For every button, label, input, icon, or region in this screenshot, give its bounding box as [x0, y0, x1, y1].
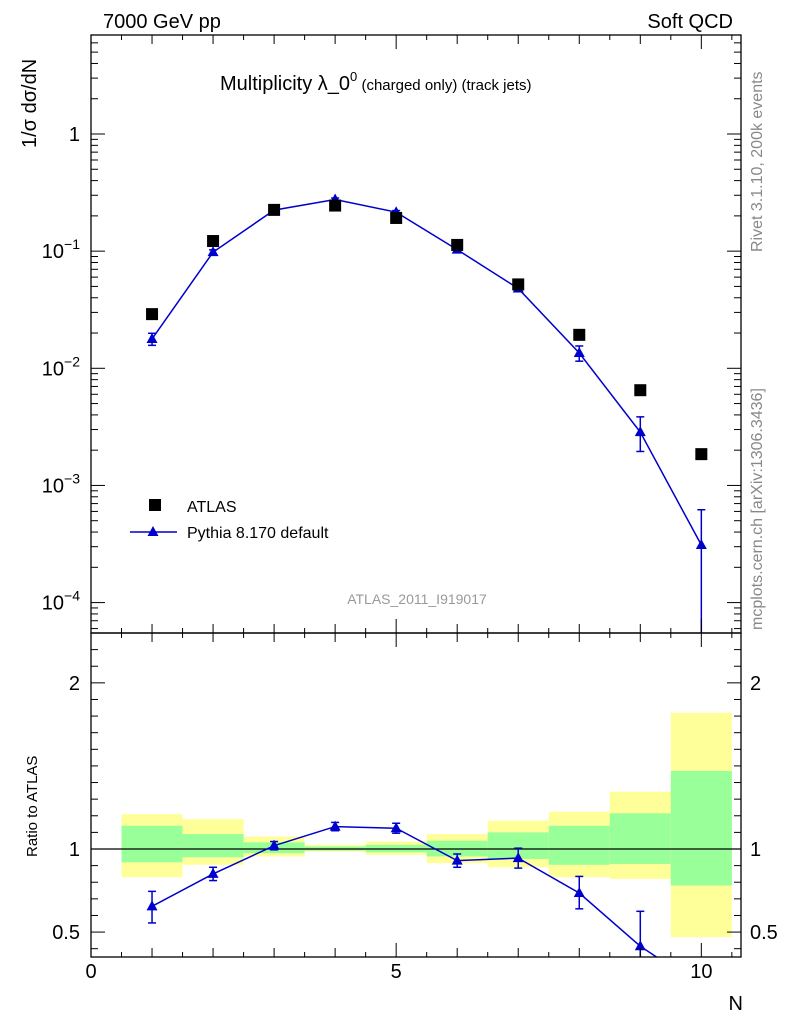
- ratio-band-green-9: [670, 770, 732, 886]
- main-y-tick-label-3: 10−3: [42, 470, 80, 497]
- ratio-point-8: [634, 940, 646, 951]
- main-y-tick-base-4: 10: [42, 593, 64, 615]
- x-axis-label: N: [729, 993, 743, 1015]
- legend-atlas-label: ATLAS: [187, 499, 237, 516]
- main-frame: [90, 34, 742, 634]
- main-y-tick-label-0: 1: [69, 124, 80, 146]
- ratio-point-2: [268, 839, 280, 850]
- x-tick-label-2: 10: [690, 961, 712, 983]
- main-y-tick-base-2: 10: [42, 358, 64, 380]
- ratio-frame: [90, 632, 742, 958]
- process-label: Soft QCD: [647, 11, 733, 33]
- analysis-watermark: ATLAS_2011_I919017: [347, 591, 487, 607]
- plot-title-small: (charged only) (track jets): [357, 77, 531, 94]
- ratio-band-green-8: [609, 813, 671, 864]
- plot-title-main: Multiplicity λ_0: [220, 73, 350, 95]
- main-ylabel: 1/σ dσ/dN: [19, 59, 41, 148]
- main-y-tick-label-4: 10−4: [42, 588, 80, 615]
- data-point-7: [573, 328, 586, 341]
- rivet-label: Rivet 3.1.10, 200k events: [749, 71, 766, 252]
- x-tick-label-0: 0: [85, 961, 96, 983]
- main-y-tick-exp-1: −1: [64, 236, 80, 252]
- main-y-tick-base-3: 10: [42, 475, 64, 497]
- data-point-8: [634, 384, 647, 397]
- ratio-y-tick-label-left-2: 2: [69, 673, 80, 695]
- legend-atlas-marker: [149, 499, 161, 511]
- data-point-0: [146, 308, 159, 321]
- data-point-2: [268, 203, 281, 216]
- ratio-point-6: [512, 852, 524, 863]
- main-y-tick-exp-3: −3: [64, 470, 80, 486]
- ratio-y-tick-label-right-0: 0.5: [750, 922, 778, 944]
- ratio-y-tick-label-left-0: 0.5: [52, 922, 80, 944]
- data-point-6: [512, 278, 525, 291]
- energy-label: 7000 GeV pp: [103, 11, 221, 33]
- plot-title-sup: 0: [350, 69, 357, 84]
- main-y-tick-exp-2: −2: [64, 353, 80, 369]
- mc-point-7: [573, 347, 585, 358]
- legend: ATLAS Pythia 8.170 default: [130, 499, 329, 542]
- ratio-point-0: [146, 900, 158, 911]
- data-point-3: [329, 199, 342, 212]
- data-point-4: [390, 211, 403, 224]
- ratio-point-4: [390, 822, 402, 833]
- legend-pythia-marker: [147, 526, 159, 536]
- ratio-point-3: [329, 820, 341, 831]
- ratio-y-tick-label-right-1: 1: [750, 839, 761, 861]
- ratio-point-1: [207, 867, 219, 878]
- ratio-band-green-7: [548, 825, 610, 865]
- ratio-series-group: [146, 820, 658, 957]
- ratio-series-line: [151, 825, 658, 957]
- mc-point-1: [207, 246, 219, 257]
- main-y-tick-exp-4: −4: [64, 588, 80, 604]
- mc-point-9: [695, 539, 707, 550]
- ratio-panel: [91, 712, 741, 957]
- mcplots-label: mcplots.cern.ch [arXiv:1306.3436]: [749, 388, 766, 630]
- main-panel: [146, 193, 708, 633]
- main-y-tick-base-0: 1: [69, 124, 80, 146]
- ratio-band-green-1: [182, 834, 244, 858]
- main-series-group: [146, 193, 708, 633]
- plot-title: Multiplicity λ_00 (charged only) (track …: [220, 69, 532, 95]
- data-point-1: [207, 235, 220, 248]
- main-y-tick-base-1: 10: [42, 241, 64, 263]
- data-point-5: [451, 238, 464, 251]
- ratio-band-green-0: [121, 825, 183, 863]
- ratio-point-5: [451, 854, 463, 865]
- ratio-point-7: [573, 887, 585, 898]
- ratio-y-tick-label-left-1: 1: [69, 839, 80, 861]
- ratio-y-tick-label-right-2: 2: [750, 673, 761, 695]
- ratio-ylabel: Ratio to ATLAS: [24, 756, 41, 857]
- legend-pythia-label: Pythia 8.170 default: [187, 525, 329, 542]
- x-tick-label-1: 5: [391, 961, 402, 983]
- mc-point-8: [634, 426, 646, 437]
- data-point-9: [695, 448, 708, 461]
- mc-point-0: [146, 332, 158, 343]
- main-y-tick-label-1: 10−1: [42, 236, 80, 263]
- main-y-tick-label-2: 10−2: [42, 353, 80, 380]
- mc-series-line: [151, 198, 702, 546]
